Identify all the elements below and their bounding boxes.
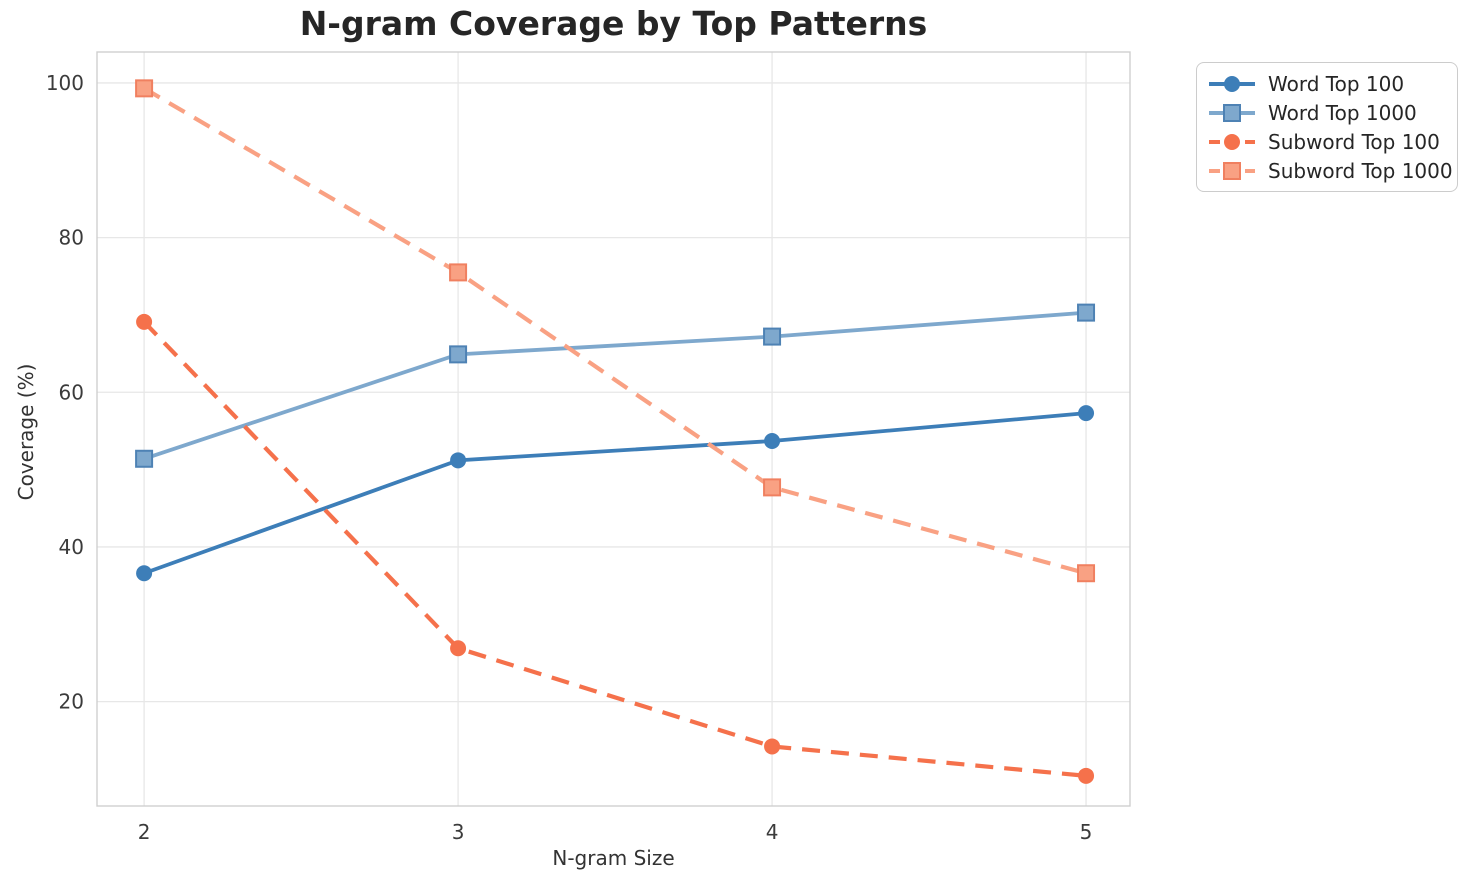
- series-marker: [764, 432, 781, 449]
- x-axis-label: N-gram Size: [552, 846, 675, 870]
- legend-swatch-marker: [1223, 103, 1241, 122]
- series-marker: [763, 327, 782, 346]
- x-tick-label: 3: [452, 820, 465, 844]
- series-marker: [450, 640, 467, 657]
- series-marker: [135, 79, 154, 98]
- legend-item: Word Top 100: [1207, 72, 1457, 96]
- series-marker: [450, 452, 467, 469]
- x-tick-label: 5: [1080, 820, 1093, 844]
- y-tick-label: 40: [59, 535, 84, 559]
- series-marker: [135, 449, 154, 468]
- series-marker: [1078, 405, 1095, 422]
- series-line: [143, 86, 1087, 576]
- legend-item-label: Subword Top 100: [1268, 129, 1440, 154]
- chart-title: N-gram Coverage by Top Patterns: [299, 4, 928, 43]
- plot-border: [96, 51, 1131, 807]
- legend-item-label: Word Top 100: [1268, 71, 1405, 96]
- series-marker: [1078, 767, 1095, 784]
- legend-item: Subword Top 1000: [1207, 159, 1457, 183]
- series-marker: [764, 738, 781, 755]
- legend-item-label: Word Top 1000: [1268, 100, 1417, 125]
- legend: Word Top 100 Word Top 1000 Subword Top 100…: [1196, 62, 1458, 192]
- y-tick-label: 60: [59, 380, 84, 404]
- series-marker: [1077, 564, 1096, 583]
- y-axis-label: Coverage (%): [14, 363, 38, 501]
- legend-item: Word Top 1000: [1207, 101, 1457, 125]
- legend-swatch-marker: [1224, 75, 1240, 92]
- legend-swatch-marker: [1223, 161, 1241, 180]
- series-marker: [449, 263, 468, 282]
- y-tick-label: 20: [59, 690, 84, 714]
- y-tick-label: 100: [46, 71, 84, 95]
- legend-swatch-icon: [1209, 75, 1255, 92]
- x-tick-label: 2: [138, 820, 151, 844]
- legend-swatch-marker: [1224, 133, 1240, 150]
- x-tick-label: 4: [766, 820, 779, 844]
- series-line: [143, 310, 1087, 461]
- series-line: [142, 320, 1087, 778]
- series-marker: [1077, 303, 1096, 322]
- legend-item: Subword Top 100: [1207, 130, 1457, 154]
- series-line: [143, 411, 1087, 576]
- legend-swatch-icon: [1209, 103, 1255, 122]
- series-marker: [763, 478, 782, 497]
- legend-swatch-icon: [1209, 161, 1255, 180]
- series-marker: [449, 345, 468, 364]
- legend-item-label: Subword Top 1000: [1268, 158, 1453, 183]
- series-marker: [136, 313, 153, 330]
- y-tick-label: 80: [59, 226, 84, 250]
- series-marker: [136, 565, 153, 582]
- legend-swatch-icon: [1209, 133, 1255, 150]
